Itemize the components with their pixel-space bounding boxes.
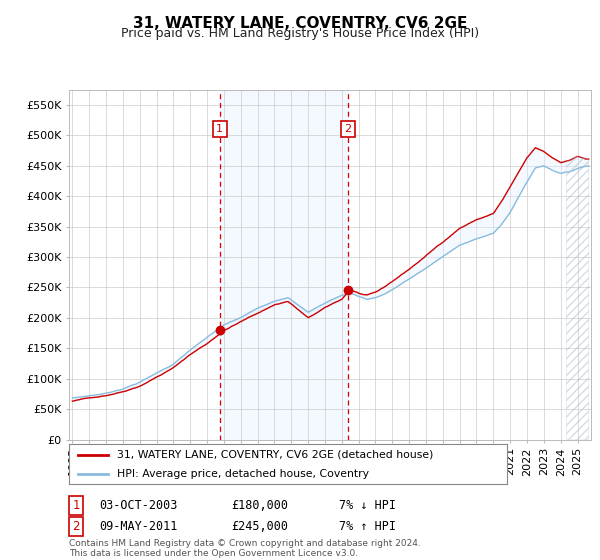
Text: 1: 1 xyxy=(216,124,223,134)
Text: 7% ↑ HPI: 7% ↑ HPI xyxy=(339,520,396,533)
Text: 2: 2 xyxy=(344,124,351,134)
Text: HPI: Average price, detached house, Coventry: HPI: Average price, detached house, Cove… xyxy=(117,469,369,478)
Text: 7% ↓ HPI: 7% ↓ HPI xyxy=(339,499,396,512)
Text: Price paid vs. HM Land Registry's House Price Index (HPI): Price paid vs. HM Land Registry's House … xyxy=(121,27,479,40)
Text: 03-OCT-2003: 03-OCT-2003 xyxy=(99,499,178,512)
Text: 2: 2 xyxy=(73,520,80,533)
Text: Contains HM Land Registry data © Crown copyright and database right 2024.
This d: Contains HM Land Registry data © Crown c… xyxy=(69,539,421,558)
Text: 09-MAY-2011: 09-MAY-2011 xyxy=(99,520,178,533)
Text: £180,000: £180,000 xyxy=(231,499,288,512)
Text: 31, WATERY LANE, COVENTRY, CV6 2GE (detached house): 31, WATERY LANE, COVENTRY, CV6 2GE (deta… xyxy=(117,450,434,460)
Text: 31, WATERY LANE, COVENTRY, CV6 2GE: 31, WATERY LANE, COVENTRY, CV6 2GE xyxy=(133,16,467,31)
Text: £245,000: £245,000 xyxy=(231,520,288,533)
Text: 1: 1 xyxy=(73,499,80,512)
